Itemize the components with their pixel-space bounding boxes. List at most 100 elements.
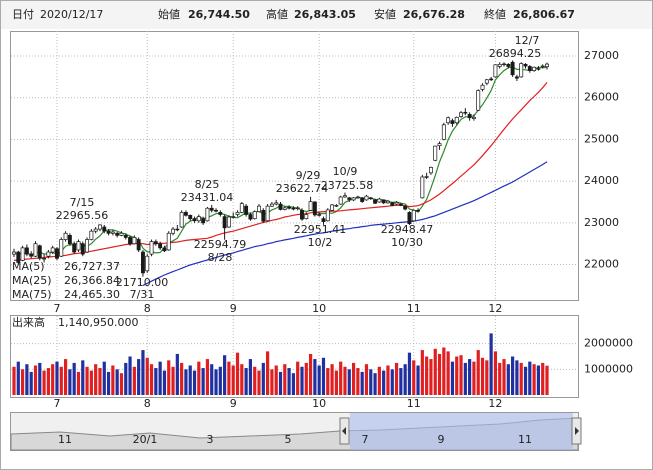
navigator-label: 11 (518, 433, 532, 446)
legend-name: MA(25) (12, 274, 52, 287)
candle-body (20, 247, 25, 261)
volume-bar (51, 364, 55, 395)
volume-bar (541, 362, 545, 395)
annotation-price: 22951.41 (294, 223, 347, 236)
candle-body (545, 63, 549, 68)
candle-body (192, 218, 197, 222)
candle-body (63, 232, 68, 240)
x-tick-label: 12 (488, 302, 502, 315)
volume-bar (141, 350, 145, 395)
navigator-selection[interactable] (350, 413, 573, 450)
volume-bar (308, 353, 313, 395)
x-tick-label: 10 (312, 397, 326, 410)
volume-bar (244, 368, 248, 395)
candle-body (196, 216, 201, 222)
volume-bar (72, 362, 76, 395)
candle-body (295, 207, 300, 210)
annotation-date: 9/29 (296, 169, 321, 182)
volume-title-value: 1,140,950.000 (58, 316, 138, 329)
volume-bar (38, 362, 42, 395)
volume-bar (33, 365, 38, 395)
candle-body (110, 231, 115, 234)
volume-bar (46, 368, 50, 395)
volume-bar (313, 359, 317, 395)
volume-bar (106, 371, 111, 395)
x-tick-label: 10 (312, 302, 326, 315)
volume-bar (515, 360, 519, 395)
candle-body (428, 167, 433, 174)
candle-body (317, 214, 322, 216)
annotation-date: 10/2 (308, 236, 333, 249)
candle-body (497, 64, 502, 67)
volume-bar (420, 350, 424, 395)
candle-body (149, 241, 154, 255)
volume-bar (119, 373, 124, 395)
volume-bar (29, 371, 33, 395)
candle-body (188, 214, 193, 220)
volume-bar (455, 356, 459, 395)
volume-bar (171, 366, 175, 395)
volume-bar (536, 365, 541, 395)
x-tick-label: 11 (407, 302, 421, 315)
candle-body (55, 248, 59, 259)
volume-bar (158, 361, 162, 395)
candle-body (24, 247, 29, 255)
header-bar (1, 1, 652, 29)
candle-body (467, 114, 472, 119)
volume-bar (98, 368, 102, 395)
volume-bar (137, 359, 141, 395)
volume-bar (63, 359, 68, 395)
candle-body (536, 68, 541, 70)
legend-box (11, 259, 133, 300)
candle-body (106, 230, 111, 234)
candle-body (37, 245, 42, 259)
candle-body (476, 90, 481, 111)
candle-body (351, 197, 356, 201)
volume-title: 出来高 (12, 315, 45, 329)
volume-bar (351, 362, 356, 395)
candle-body (493, 64, 498, 78)
volume-bar (519, 362, 523, 395)
volume-bar (248, 359, 253, 395)
volume-bar (278, 371, 283, 395)
candle-body (398, 203, 403, 206)
candle-body (85, 239, 90, 253)
candle-body (325, 209, 330, 222)
candle-body (390, 202, 395, 206)
price-panel (10, 31, 579, 301)
volume-bar (506, 364, 510, 395)
volume-bar (218, 366, 222, 395)
volume-bar (257, 370, 261, 395)
candle-body (278, 203, 283, 210)
volume-bar (364, 364, 369, 395)
volume-bar (369, 369, 373, 395)
candle-body (355, 196, 360, 199)
volume-bar (407, 352, 412, 395)
volume-bar (373, 373, 377, 395)
y-tick-label: 22000 (584, 258, 619, 271)
volume-bar (326, 368, 330, 395)
y-tick-label: 23000 (584, 216, 619, 229)
volume-bar (377, 366, 381, 395)
volume-bar (433, 348, 437, 395)
candle-body (179, 212, 184, 228)
volume-bar (76, 371, 81, 395)
navigator-label: 11 (58, 433, 72, 446)
volume-bar (115, 369, 119, 395)
candle-body (282, 207, 287, 210)
header-value: 2020/12/17 (40, 8, 103, 21)
annotation-price: 22594.79 (194, 238, 247, 251)
volume-bar (145, 357, 149, 395)
candle-body (12, 251, 16, 255)
candle-body (454, 116, 459, 124)
volume-bar (231, 365, 235, 395)
candle-body (377, 198, 382, 203)
candle-body (489, 78, 494, 81)
candle-body (403, 205, 408, 210)
x-tick-label: 11 (407, 397, 421, 410)
candle-body (386, 200, 390, 204)
candle-body (98, 224, 102, 230)
volume-bar (59, 366, 63, 395)
candle-body (158, 243, 163, 249)
